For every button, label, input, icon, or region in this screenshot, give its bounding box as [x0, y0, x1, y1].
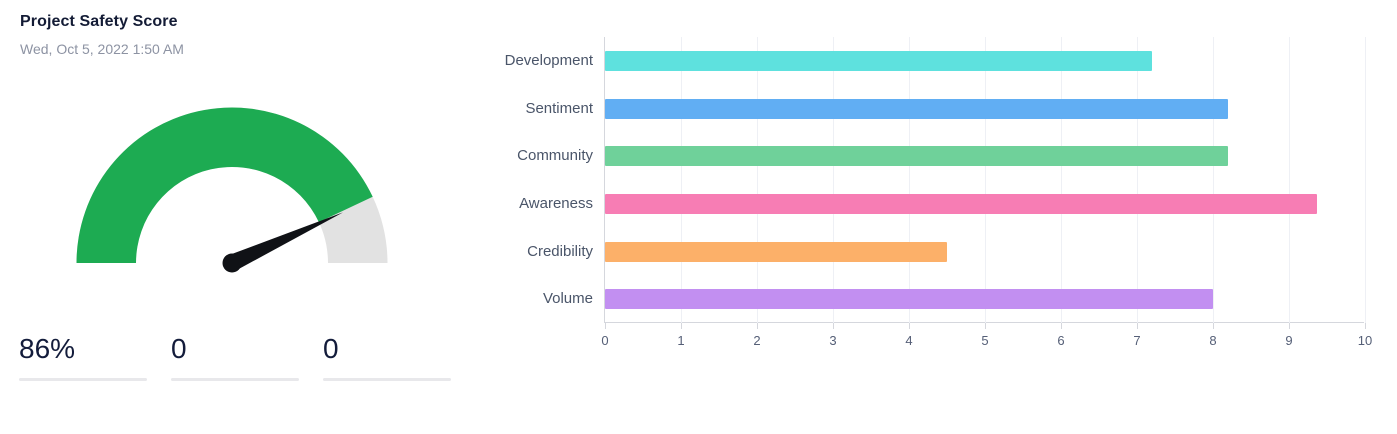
- axis-tick: [1061, 323, 1062, 329]
- category-label-awareness: Awareness: [519, 194, 593, 212]
- stats-row: 86% 0 0: [19, 332, 451, 381]
- x-tick-label: 8: [1209, 333, 1217, 348]
- stat-score: 86%: [19, 332, 147, 381]
- metrics-bar-chart: Development Sentiment Community Awareness Cr…: [455, 0, 1397, 434]
- axis-tick: [1137, 323, 1138, 329]
- gridline: [1137, 37, 1138, 323]
- gridline: [1213, 37, 1214, 323]
- category-label-community: Community: [517, 147, 593, 165]
- gridline: [757, 37, 758, 323]
- bar-sentiment[interactable]: [605, 98, 1229, 119]
- category-label-sentiment: Sentiment: [525, 99, 593, 117]
- axis-tick: [833, 323, 834, 329]
- stat-underline: [323, 378, 451, 381]
- axis-tick: [985, 323, 986, 329]
- stat-underline: [19, 378, 147, 381]
- page-title: Project Safety Score: [20, 13, 178, 30]
- bar-community[interactable]: [605, 146, 1229, 167]
- stat-secondary-2: 0: [323, 332, 451, 381]
- axis-tick: [1289, 323, 1290, 329]
- x-tick-label: 6: [1057, 333, 1065, 348]
- stat-score-value: 86%: [19, 333, 76, 364]
- x-tick-label: 7: [1133, 333, 1141, 348]
- gridline: [833, 37, 834, 323]
- axis-tick: [605, 323, 606, 329]
- plot-area: 0 1 2 3 4 5 6 7 8 9 10: [601, 37, 1372, 348]
- gridline: [1061, 37, 1062, 323]
- timestamp: Wed, Oct 5, 2022 1:50 AM: [20, 41, 184, 57]
- bar-credibility[interactable]: [605, 241, 947, 262]
- x-tick-label: 1: [677, 333, 685, 348]
- gridline: [909, 37, 910, 323]
- gridline: [985, 37, 986, 323]
- safety-score-card: Project Safety Score Wed, Oct 5, 2022 1:…: [0, 0, 455, 434]
- stat-secondary-1: 0: [171, 332, 299, 381]
- x-tick-label: 10: [1357, 333, 1373, 348]
- gauge-filled-arc: [76, 107, 373, 263]
- gauge-needle: [228, 212, 344, 271]
- safety-score-gauge: [76, 107, 388, 273]
- x-tick-label: 3: [829, 333, 837, 348]
- axis-tick: [909, 323, 910, 329]
- stat-secondary-2-value: 0: [323, 333, 339, 364]
- x-tick-label: 5: [981, 333, 989, 348]
- gauge-needle-hub: [222, 253, 242, 273]
- axis-tick: [681, 323, 682, 329]
- gridline: [681, 37, 682, 323]
- gridline: [1365, 37, 1366, 323]
- x-tick-label: 2: [753, 333, 761, 348]
- axis-tick: [1213, 323, 1214, 329]
- axis-tick: [1365, 323, 1366, 329]
- category-axis: Development Sentiment Community Awareness Cr…: [455, 37, 593, 323]
- stat-underline: [171, 378, 299, 381]
- category-label-credibility: Credibility: [527, 242, 593, 260]
- x-tick-label: 4: [905, 333, 913, 348]
- bar-volume[interactable]: [605, 289, 1213, 310]
- gridline: [1289, 37, 1290, 323]
- axis-tick: [757, 323, 758, 329]
- category-label-development: Development: [504, 51, 593, 69]
- bar-awareness[interactable]: [605, 193, 1318, 214]
- stat-secondary-1-value: 0: [171, 333, 187, 364]
- x-tick-label: 0: [601, 333, 609, 348]
- category-label-volume: Volume: [542, 290, 593, 308]
- bar-development[interactable]: [605, 50, 1153, 71]
- x-tick-label: 9: [1285, 333, 1293, 348]
